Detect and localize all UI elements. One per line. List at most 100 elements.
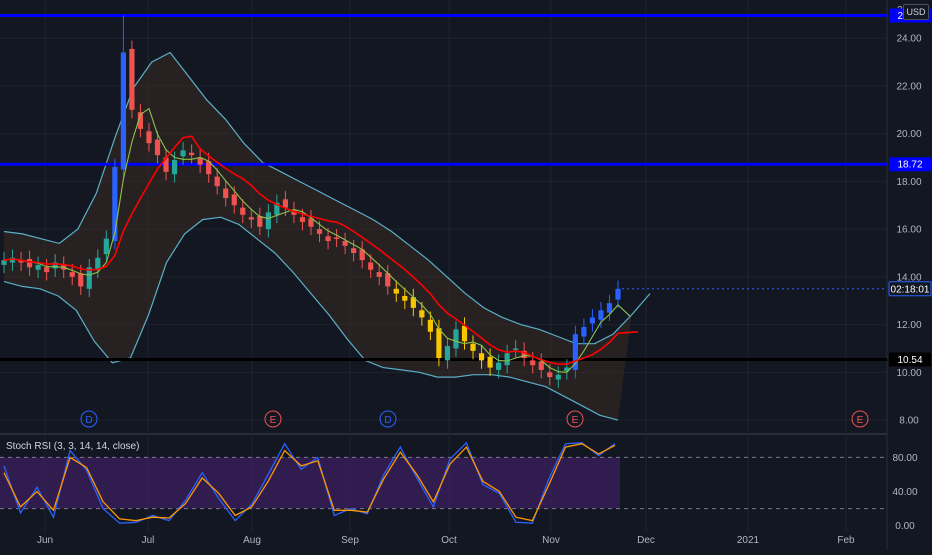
candle-body <box>402 295 408 301</box>
event-marker-circle <box>379 410 397 428</box>
bollinger-fill <box>4 52 632 421</box>
time-tick-label: Aug <box>243 535 261 546</box>
candle-body <box>299 217 306 222</box>
indicator-title[interactable]: Stoch RSI (3, 3, 14, 14, close) <box>6 441 140 452</box>
event-marker-dividend[interactable]: D <box>379 410 397 428</box>
candle-body <box>35 264 41 270</box>
candle-body <box>257 216 263 227</box>
candle-body <box>291 210 297 215</box>
event-marker-earnings[interactable]: E <box>264 410 282 428</box>
candle-body <box>26 258 33 268</box>
candle-body <box>530 360 536 366</box>
event-marker-circle <box>851 410 869 428</box>
candle-body <box>538 361 544 370</box>
candle-body <box>581 326 587 337</box>
candle-body <box>52 262 58 269</box>
candle-body <box>555 374 561 380</box>
candle-body <box>129 48 135 110</box>
bollinger-bands <box>3 51 651 421</box>
event-marker-dividend[interactable]: D <box>80 410 98 428</box>
candlestick-series <box>1 15 621 388</box>
bollinger-lower-line <box>3 216 619 421</box>
candle-body <box>444 346 451 361</box>
candle-body <box>206 161 212 175</box>
event-marker-letter: E <box>857 415 864 426</box>
event-marker-circle <box>264 410 282 428</box>
time-axis: Jun Jul Aug Sep Oct Nov Dec 2021 Feb <box>37 535 855 546</box>
currency-badge[interactable]: USD <box>903 4 929 20</box>
candle-body <box>137 112 144 129</box>
price-tick-label: 10.00 <box>896 368 921 379</box>
candle-body <box>496 362 502 370</box>
candle-body <box>18 260 24 263</box>
candle-body <box>103 238 109 255</box>
candle-body <box>393 288 399 294</box>
candle-body <box>69 272 75 277</box>
candle-body <box>606 303 613 313</box>
time-tick-label: Sep <box>341 535 359 546</box>
event-marker-letter: E <box>270 415 277 426</box>
candle-body <box>589 317 596 324</box>
price-level-badge <box>889 157 931 172</box>
countdown-badge <box>888 281 932 297</box>
candle-body <box>308 218 314 227</box>
candle-body <box>231 194 237 206</box>
candle-body <box>214 176 220 187</box>
price-tick-label: 18.00 <box>896 177 921 188</box>
candle-body <box>240 207 246 215</box>
candle-body <box>461 325 468 342</box>
candle-body <box>180 150 186 157</box>
stoch-rsi-line-d <box>3 443 616 522</box>
price-tick-label: 16.00 <box>896 225 921 236</box>
candle-body <box>120 52 126 170</box>
candle-body <box>325 236 331 242</box>
time-tick-label: Oct <box>441 535 457 546</box>
candle-body <box>95 257 101 270</box>
candle-body <box>368 262 374 270</box>
time-tick-label: 2021 <box>737 535 760 546</box>
candle-body <box>171 159 178 175</box>
rsi-tick-label: 0.00 <box>895 521 915 532</box>
price-tick-label: 20.00 <box>896 129 921 140</box>
bollinger-upper-line <box>3 51 651 345</box>
event-marker-earnings[interactable]: E <box>851 410 869 428</box>
candle-body <box>112 167 118 242</box>
countdown-label: 02:18:01 <box>891 284 930 295</box>
candle-body <box>333 237 340 239</box>
candle-body <box>521 350 527 359</box>
moving-averages <box>3 107 639 373</box>
candle-body <box>427 319 433 332</box>
price-level-label: 18.72 <box>897 160 922 171</box>
candle-body <box>197 157 203 165</box>
candle-body <box>615 288 621 300</box>
moving-average-fast <box>3 107 631 373</box>
price-level-badge <box>889 352 931 367</box>
rsi-tick-label: 40.00 <box>892 487 917 498</box>
candle-body <box>282 199 289 208</box>
price-tick-label: 22.00 <box>896 81 921 92</box>
candle-body <box>274 202 280 215</box>
event-marker-circle <box>80 410 98 428</box>
event-marker-earnings[interactable]: E <box>566 410 584 428</box>
candle-body <box>572 334 578 370</box>
candle-body <box>189 152 195 156</box>
candle-body <box>564 367 570 372</box>
time-tick-label: Jun <box>37 535 53 546</box>
candle-body <box>9 257 16 263</box>
candle-body <box>248 217 254 220</box>
candle-body <box>487 356 493 368</box>
candle-body <box>547 372 553 378</box>
candle-body <box>385 273 391 287</box>
price-tick-label: 24.00 <box>896 34 921 45</box>
candle-body <box>504 353 510 366</box>
candle-body <box>316 229 323 234</box>
candle-body <box>154 139 161 156</box>
candle-body <box>436 328 442 359</box>
candle-body <box>419 310 425 318</box>
price-tick-label: 12.00 <box>896 320 921 331</box>
time-tick-label: Dec <box>637 535 655 546</box>
candle-body <box>86 267 92 289</box>
candle-body <box>342 241 348 246</box>
